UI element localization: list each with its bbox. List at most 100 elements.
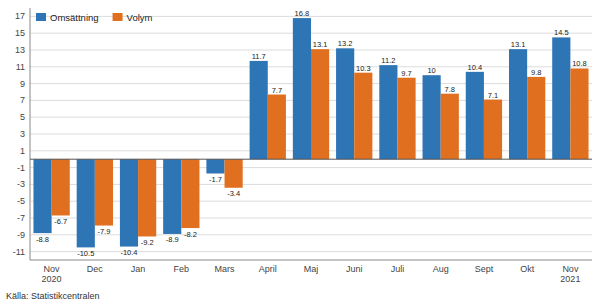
x-tick-label: Sept [475,264,494,274]
y-tick-label: -9 [17,230,25,240]
data-label: 11.7 [252,52,266,61]
data-label: 11.2 [381,56,395,65]
y-tick-label: 15 [15,28,25,38]
legend-label: Volym [127,12,153,23]
bar [163,159,181,234]
grid-line [30,184,592,185]
data-label: 7.8 [445,85,455,94]
bar [379,65,397,159]
y-tick-label: 17 [15,11,25,21]
bar [181,159,199,228]
x-tick-label-line: Maj [304,264,319,274]
data-label: 9.8 [531,68,541,77]
bar [570,68,588,159]
x-tick-label-line: Juni [346,264,363,274]
axes: -11-9-7-5-3-11357911131517 [13,8,592,260]
source-note: Källa: Statistikcentralen [6,291,100,301]
y-tick-label: 3 [20,129,25,139]
x-axis-line [30,260,592,261]
x-tick-label: Juni [346,264,363,274]
data-label: -6.7 [54,217,67,226]
x-tick-label-line: Jan [131,264,146,274]
x-tick-label-line: Nov [44,264,61,274]
x-tick-label: Nov2020 [42,264,62,284]
y-tick-label: 11 [16,62,25,72]
y-tick-label: 7 [20,95,25,105]
data-label: -8.8 [36,235,49,244]
bar [466,72,484,159]
data-label: 7.1 [488,91,498,100]
y-tick-label: 1 [20,146,25,156]
x-tick-label: April [259,264,277,274]
y-tick-label: -3 [17,179,25,189]
y-tick-label: -1 [17,163,25,173]
data-label: -8.2 [184,230,197,239]
data-label: -10.4 [120,248,137,257]
chart: -11-9-7-5-3-11357911131517-8.8-10.5-10.4… [0,0,600,304]
bar [484,100,502,160]
x-tick-label: Maj [304,264,319,274]
bar [120,159,138,246]
y-tick-label: 13 [15,45,25,55]
data-label: 10.4 [468,63,483,72]
bar [33,159,51,233]
x-tick-label: Nov2021 [560,264,580,284]
bar [52,159,70,215]
data-labels: -8.8 -10.5 -10.4 -8.9 -1.7 11.7 16.8 13.2 11.2 10… [36,9,587,258]
y-tick-label: -11 [13,247,25,257]
x-tick-label-line: Sept [475,264,494,274]
data-label: 7.7 [272,86,282,95]
data-label: -1.7 [209,175,222,184]
grid-line [30,167,592,168]
x-tick-label-line: April [259,264,277,274]
x-tick-label: Aug [433,264,449,274]
bar [250,61,268,159]
data-label: 13.2 [338,39,353,48]
x-tick-label-line: 2021 [560,274,580,284]
bar [268,95,286,160]
x-tick-label: Feb [174,264,190,274]
x-tick-label: Okt [520,264,535,274]
x-tick-label: Juli [391,264,405,274]
bar [397,78,415,159]
bar [138,159,156,236]
bar [527,77,545,159]
data-label: 9.7 [401,69,411,78]
bar [311,49,329,159]
grid-line [30,251,592,252]
x-tick-label-line: Feb [174,264,190,274]
bar [95,159,113,225]
grid-line [30,234,592,235]
bar [354,73,372,160]
data-label: -9.2 [141,238,154,247]
bar [77,159,95,247]
data-label: -7.9 [97,227,110,236]
data-label: -10.5 [77,249,94,258]
y-tick-label: -7 [17,213,25,223]
grid-line [30,218,592,219]
data-label: 10.8 [572,59,587,68]
y-tick-label: 9 [20,79,25,89]
x-tick-label-line: Mars [215,264,235,274]
data-label: 10.3 [356,64,371,73]
bar [336,48,354,159]
x-tick-label-line: Nov [562,264,579,274]
legend-swatch [36,13,46,21]
y-axis-line [30,8,31,260]
grid-line [30,201,592,202]
x-tick-label: Jan [131,264,146,274]
x-tick-label-line: 2020 [42,274,62,284]
x-tick-label-line: Dec [87,264,104,274]
bar [441,94,459,160]
y-tick-label: -5 [17,196,25,206]
x-tick-label: Dec [87,264,104,274]
legend: OmsättningVolym [36,12,153,23]
data-label: 13.1 [511,40,526,49]
zero-line [30,159,592,160]
bar [509,49,527,159]
x-tick-labels: Nov2020DecJanFebMarsAprilMajJuniJuliAugS… [42,264,581,284]
bars [33,18,588,247]
data-label: 16.8 [295,9,310,18]
data-label: -3.4 [227,189,240,198]
data-label: -8.9 [166,235,179,244]
